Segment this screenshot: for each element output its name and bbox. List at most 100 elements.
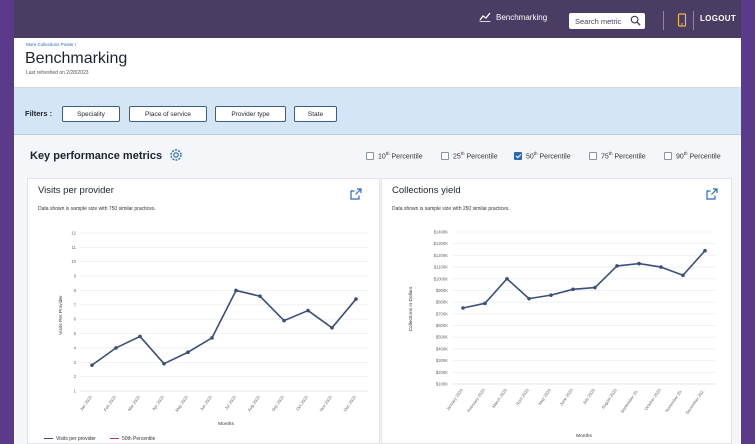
x-tick-label: Dec 2020	[342, 394, 357, 412]
x-tick-label: September 20..	[619, 388, 640, 414]
external-link-icon[interactable]	[706, 188, 718, 200]
x-tick-label: December 202..	[685, 388, 706, 415]
y-tick-label: 12	[71, 231, 76, 236]
filter-speciality-button[interactable]: Speciality	[62, 106, 120, 122]
legend-item: 50th Percentile	[109, 436, 155, 442]
data-point	[527, 296, 531, 301]
x-tick-label: March 2020	[491, 387, 508, 409]
data-point	[637, 261, 641, 266]
series-line	[91, 289, 357, 366]
x-tick-label: February 2020	[466, 387, 486, 413]
y-tick-label: 3	[74, 360, 77, 365]
data-point	[354, 297, 358, 301]
collections-yield-chart: $100K $200K $300K $400K $500K $600K $700K $800K…	[408, 230, 716, 439]
chart-subtitle: Data shown is sample size with 250 simil…	[392, 206, 510, 212]
x-tick-label: July 2020	[581, 387, 596, 405]
x-tick-label: Mar 2020	[127, 394, 142, 412]
data-point	[90, 363, 94, 367]
y-tick-label: 8	[74, 288, 77, 293]
checkbox-box[interactable]	[366, 151, 374, 160]
y-tick-label: 7	[74, 302, 77, 307]
chart-title: Visits per provider	[38, 185, 114, 196]
x-tick-label: Jun 2020	[199, 394, 213, 412]
data-point	[210, 336, 214, 340]
breadcrumb[interactable]: More Collections Poster /	[26, 42, 77, 47]
y-tick-label: 11	[72, 245, 77, 250]
last-refreshed-text: Last refreshed on 2/28/2023	[26, 70, 89, 76]
percentile-label: 50th Percentile	[526, 151, 571, 161]
percentile-label: 90th Percentile	[676, 151, 721, 161]
x-tick-label: Feb 2020	[103, 394, 118, 412]
x-tick-label: Nov 2020	[318, 394, 333, 412]
filter-provider-type-button[interactable]: Provider type	[215, 106, 286, 122]
kpi-section-title: Key performance metrics	[30, 150, 163, 162]
percentile-25-checkbox[interactable]: 25th Percentile	[441, 151, 498, 160]
percentile-75-checkbox[interactable]: 75th Percentile	[589, 151, 646, 160]
app-frame: Benchmarking Search metric LOGOUT More C…	[14, 0, 741, 444]
page-title: Benchmarking	[25, 50, 128, 67]
x-tick-label: April 2020	[515, 387, 530, 406]
series-line	[462, 250, 706, 309]
x-tick-label: August 2020	[600, 387, 618, 410]
y-tick-label: $1400K	[434, 230, 449, 235]
legend-item: Visits per provider	[44, 436, 96, 442]
chart-subtitle: Data shown is sample size with 750 simil…	[38, 206, 156, 212]
data-point	[571, 287, 575, 292]
percentile-10-checkbox[interactable]: 10th Percentile	[366, 151, 423, 160]
collections-yield-card: $100K $200K $300K $400K $500K $600K $700K $800K…	[381, 178, 732, 444]
data-point	[330, 326, 334, 330]
x-tick-label: June 2020	[559, 387, 575, 406]
benchmarking-nav-link[interactable]: Benchmarking	[479, 12, 547, 22]
x-axis-title: Months	[218, 421, 234, 427]
y-tick-label: $800K	[436, 300, 448, 305]
data-point	[306, 308, 310, 313]
data-point	[549, 293, 553, 297]
data-point	[461, 306, 465, 310]
y-tick-label: $700K	[436, 311, 448, 316]
filter-state-button[interactable]: State	[294, 106, 337, 122]
checkbox-box[interactable]	[589, 151, 597, 160]
checkbox-box[interactable]	[664, 151, 672, 160]
percentile-50-checkbox[interactable]: 50th Percentile	[514, 151, 571, 160]
y-tick-label: 10	[71, 259, 76, 264]
data-point	[703, 248, 707, 253]
x-tick-label: October 2020	[643, 387, 662, 411]
x-tick-label: November 20..	[664, 388, 684, 413]
y-tick-label: $1300K	[434, 241, 449, 246]
x-tick-label: Aug 2020	[246, 394, 261, 412]
y-tick-label: $200K	[436, 370, 448, 375]
search-placeholder: Search metric	[575, 16, 622, 26]
filter-place-of-service-button[interactable]: Place of service	[129, 106, 207, 122]
checkbox-box-checked[interactable]	[514, 151, 522, 160]
x-tick-label: Oct 2020	[295, 394, 309, 411]
y-tick-label: $100K	[436, 382, 448, 387]
y-tick-label: $900K	[436, 288, 448, 293]
external-link-icon[interactable]	[350, 188, 362, 200]
search-metric-input[interactable]: Search metric	[569, 13, 645, 29]
logout-button[interactable]: LOGOUT	[700, 14, 737, 23]
x-tick-label: Sep 2020	[270, 394, 285, 412]
x-tick-label: Jul 2020	[224, 394, 238, 410]
percentile-label: 10th Percentile	[378, 151, 423, 161]
gear-icon[interactable]	[169, 148, 183, 162]
y-tick-label: $400K	[436, 346, 448, 351]
data-point	[615, 264, 619, 268]
filters-bar: Filters : Speciality Place of service Pr…	[14, 88, 741, 135]
x-tick-label: May 2020	[174, 394, 189, 412]
y-tick-label: $500K	[436, 335, 448, 340]
percentile-90-checkbox[interactable]: 90th Percentile	[664, 151, 721, 160]
checkbox-box[interactable]	[441, 151, 449, 160]
y-tick-label: $1100K	[434, 265, 448, 270]
x-tick-label: January 2020	[445, 387, 464, 411]
y-axis-title: Visits Per Provider	[58, 295, 64, 335]
y-tick-label: $1200K	[434, 253, 449, 258]
y-tick-label: 9	[74, 274, 77, 279]
mobile-device-icon[interactable]	[677, 13, 687, 27]
y-tick-label: 1	[74, 389, 77, 394]
y-tick-label: 6	[74, 317, 77, 322]
data-point	[505, 276, 509, 281]
y-tick-label: $300K	[436, 358, 448, 363]
search-icon[interactable]	[630, 15, 641, 26]
chart-line-icon	[479, 12, 491, 22]
